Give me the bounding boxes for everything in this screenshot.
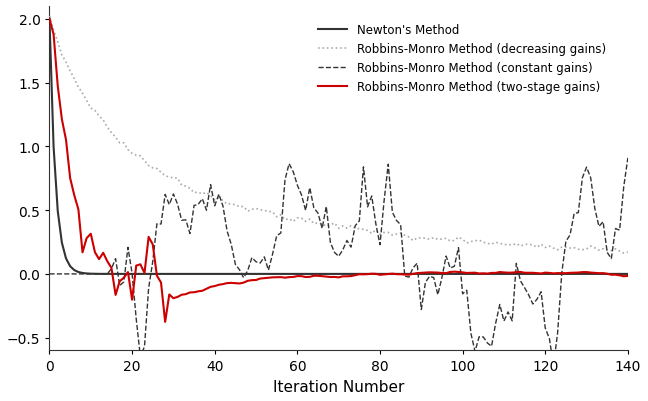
X-axis label: Iteration Number: Iteration Number — [273, 379, 404, 394]
Legend: Newton's Method, Robbins-Monro Method (decreasing gains), Robbins-Monro Method (: Newton's Method, Robbins-Monro Method (d… — [313, 20, 610, 99]
